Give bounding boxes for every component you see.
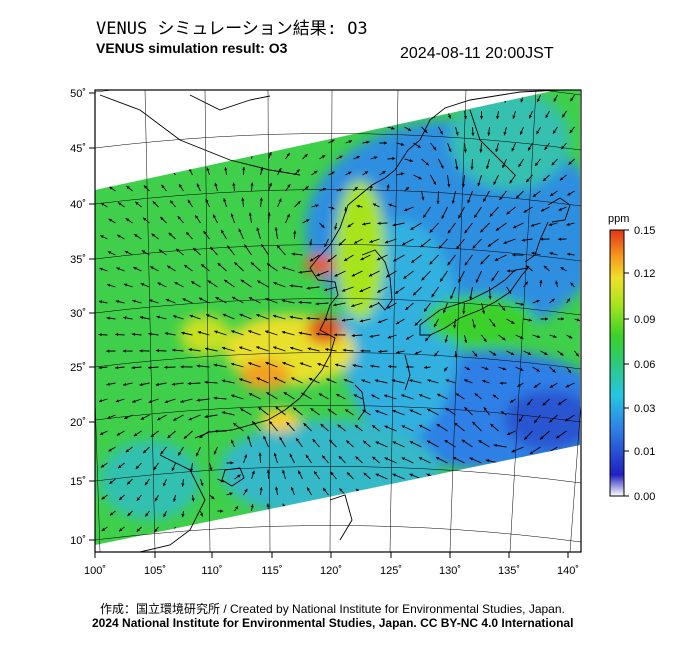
colorbar-tick: 0.03 xyxy=(634,403,655,415)
colorbar-tick: 0.12 xyxy=(634,268,655,280)
colorbar-unit: ppm xyxy=(608,213,629,225)
colorbar-tick: 0.06 xyxy=(634,359,655,371)
colorbar-scale xyxy=(609,229,625,497)
lat-label: 20˚ xyxy=(70,417,86,429)
map-title-jp: VENUS シミュレーション結果: O3 xyxy=(96,19,368,39)
lon-label: 140˚ xyxy=(557,565,579,577)
lon-label: 105˚ xyxy=(144,565,166,577)
lon-label: 130˚ xyxy=(439,565,461,577)
lat-label: 25˚ xyxy=(70,362,86,374)
map-figure: 50˚ 45˚ 40˚ 35˚ 30˚ 25˚ 20˚ 15˚ 10˚ 100˚… xyxy=(70,88,655,577)
copyright-line: 2024 National Institute for Environmenta… xyxy=(92,616,574,630)
lat-label: 10˚ xyxy=(70,535,86,547)
lat-label: 30˚ xyxy=(70,308,86,320)
o3-concentration-field xyxy=(95,90,580,545)
lat-label: 50˚ xyxy=(70,88,86,100)
colorbar-tick: 0.00 xyxy=(634,491,655,503)
lon-label: 100˚ xyxy=(84,565,106,577)
graticule xyxy=(95,90,581,552)
timestamp: 2024-08-11 20:00JST xyxy=(400,45,554,62)
lon-label: 135˚ xyxy=(498,565,520,577)
lat-label: 35˚ xyxy=(70,254,86,266)
map-frame xyxy=(94,89,582,553)
lat-label: 45˚ xyxy=(70,143,86,155)
colorbar-tick: 0.15 xyxy=(634,225,655,237)
colorbar-tick: 0.01 xyxy=(634,446,655,458)
lon-label: 110˚ xyxy=(201,565,222,577)
map-title-en: VENUS simulation result: O3 xyxy=(96,40,288,56)
lat-axis: 50˚ 45˚ 40˚ 35˚ 30˚ 25˚ 20˚ 15˚ 10˚ xyxy=(70,88,95,547)
lon-label: 125˚ xyxy=(380,565,402,577)
credit-line: 作成：国立環境研究所 / Created by National Institu… xyxy=(100,602,565,616)
lon-label: 120˚ xyxy=(320,565,342,577)
coastlines xyxy=(99,90,571,552)
lat-label: 15˚ xyxy=(70,476,86,488)
colorbar-tick: 0.09 xyxy=(634,314,655,326)
lon-axis: 100˚ 105˚ 110˚ 115˚ 120˚ 125˚ 130˚ 135˚ … xyxy=(84,552,579,577)
lat-label: 40˚ xyxy=(70,199,86,211)
lon-label: 115˚ xyxy=(261,565,282,577)
colorbar: ppm 0.15 0.12 0.09 0.06 0.03 0.01 0.00 xyxy=(608,213,655,503)
